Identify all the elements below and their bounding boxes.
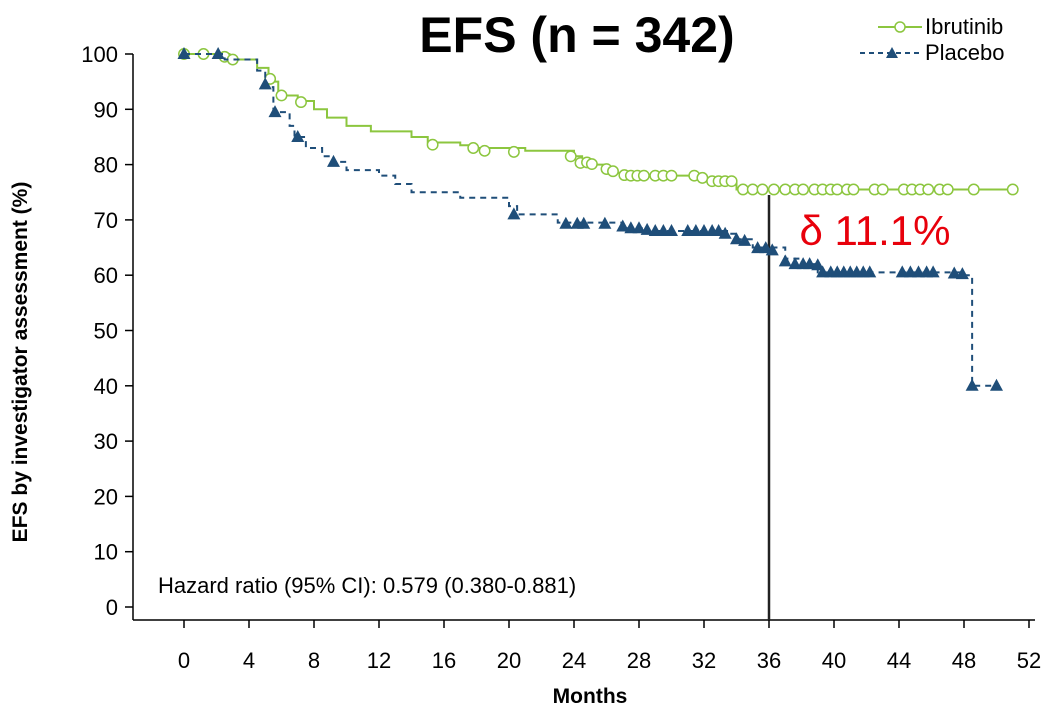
marker-ibrutinib-31	[746, 183, 759, 196]
marker-placebo-24	[730, 232, 743, 245]
marker-placebo-41	[863, 265, 877, 278]
marker-ibrutinib-50	[941, 183, 954, 196]
x-tick-label-44: 44	[887, 648, 911, 673]
marker-ibrutinib-14	[585, 158, 598, 170]
x-tick-label-28: 28	[627, 648, 651, 673]
marker-ibrutinib-25	[696, 171, 709, 184]
series-placebo	[177, 47, 1003, 391]
y-tick-label-10: 10	[94, 540, 118, 565]
marker-placebo-13	[632, 221, 646, 234]
marker-ibrutinib-9	[478, 144, 491, 157]
y-axis-label: EFS by investigator assessment (%)	[9, 182, 32, 543]
marker-ibrutinib-6	[295, 96, 307, 109]
marker-placebo-11	[616, 219, 630, 232]
marker-ibrutinib-5	[275, 89, 288, 102]
y-tick-label-50: 50	[94, 319, 118, 344]
x-tick-label-4: 4	[243, 648, 255, 673]
x-tick-label-24: 24	[562, 648, 586, 673]
marker-placebo-1	[211, 47, 225, 59]
axes	[132, 54, 1035, 621]
hazard-ratio-annotation: Hazard ratio (95% CI): 0.579 (0.380-0.88…	[158, 573, 576, 598]
marker-ibrutinib-44	[876, 183, 889, 196]
marker-ibrutinib-16	[607, 165, 619, 178]
marker-ibrutinib-34	[779, 183, 792, 196]
marker-placebo-47	[947, 266, 961, 279]
marker-placebo-46	[926, 265, 940, 278]
legend-item-placebo: Placebo	[860, 40, 1005, 65]
marker-placebo-9	[577, 216, 591, 229]
marker-ibrutinib-51	[967, 183, 980, 196]
marker-placebo-33	[811, 258, 825, 271]
marker-placebo-4	[291, 129, 305, 142]
marker-ibrutinib-48	[922, 183, 935, 196]
x-tick-label-32: 32	[692, 648, 716, 673]
marker-ibrutinib-20	[637, 169, 650, 182]
marker-ibrutinib-10	[507, 145, 520, 158]
marker-ibrutinib-7	[426, 138, 439, 151]
marker-ibrutinib-30	[737, 183, 749, 196]
legend-label-ibrutinib: Ibrutinib	[925, 14, 1003, 39]
y-tick-label-100: 100	[81, 42, 118, 67]
marker-ibrutinib-33	[767, 183, 780, 196]
x-ticks: 0 4 8 12 16 20 24 28 32 36 40 44 48 52	[178, 620, 1041, 673]
marker-placebo-7	[559, 216, 573, 229]
legend-marker-placebo	[886, 47, 898, 58]
marker-placebo-14	[640, 222, 654, 235]
marker-placebo-48	[955, 267, 969, 280]
chart-title: EFS (n = 342)	[419, 7, 734, 63]
marker-placebo-6	[507, 207, 521, 220]
legend-item-ibrutinib: Ibrutinib	[878, 14, 1003, 39]
x-tick-label-48: 48	[952, 648, 976, 673]
marker-placebo-50	[990, 378, 1003, 391]
y-tick-label-90: 90	[94, 97, 118, 122]
marker-placebo-49	[965, 378, 979, 391]
marker-placebo-3	[268, 105, 282, 118]
marker-placebo-25	[738, 233, 752, 246]
y-tick-label-70: 70	[94, 208, 118, 233]
marker-placebo-5	[327, 154, 340, 167]
marker-placebo-17	[665, 223, 678, 236]
marker-ibrutinib-52	[1006, 183, 1019, 196]
series-layer	[177, 47, 1019, 391]
y-tick-label-60: 60	[94, 263, 118, 288]
x-tick-label-40: 40	[822, 648, 846, 673]
series-line-ibrutinib	[184, 53, 1013, 191]
marker-placebo-23	[718, 226, 732, 239]
x-tick-label-16: 16	[432, 648, 456, 673]
marker-ibrutinib-29	[725, 175, 738, 188]
x-tick-label-52: 52	[1017, 648, 1041, 673]
legend-marker-ibrutinib	[894, 21, 906, 33]
legend: Ibrutinib Placebo	[860, 14, 1005, 65]
marker-placebo-2	[258, 77, 272, 90]
y-tick-label-40: 40	[94, 374, 118, 399]
marker-ibrutinib-11	[564, 150, 577, 163]
x-tick-label-20: 20	[497, 648, 521, 673]
marker-placebo-10	[598, 216, 612, 229]
x-tick-label-0: 0	[178, 648, 190, 673]
x-axis-label: Months	[553, 685, 628, 708]
legend-label-placebo: Placebo	[925, 40, 1005, 65]
x-tick-label-36: 36	[757, 648, 781, 673]
y-tick-label-0: 0	[106, 595, 118, 620]
y-tick-label-30: 30	[94, 429, 118, 454]
marker-ibrutinib-32	[756, 183, 769, 196]
y-tick-label-80: 80	[94, 153, 118, 178]
series-ibrutinib	[178, 48, 1019, 196]
marker-placebo-28	[765, 243, 779, 256]
delta-annotation: δ 11.1%	[799, 207, 950, 254]
marker-placebo-0	[177, 47, 191, 59]
y-ticks: 0 10 20 30 40 50 60 70 80 90 100	[81, 42, 133, 620]
marker-ibrutinib-36	[797, 183, 810, 196]
x-tick-label-12: 12	[367, 648, 391, 673]
marker-ibrutinib-8	[467, 142, 480, 154]
marker-ibrutinib-40	[831, 183, 844, 196]
marker-ibrutinib-23	[665, 169, 678, 182]
y-tick-label-20: 20	[94, 484, 118, 509]
marker-placebo-32	[803, 257, 817, 270]
marker-placebo-29	[778, 254, 792, 267]
x-tick-label-8: 8	[308, 648, 320, 673]
marker-ibrutinib-42	[847, 183, 860, 196]
